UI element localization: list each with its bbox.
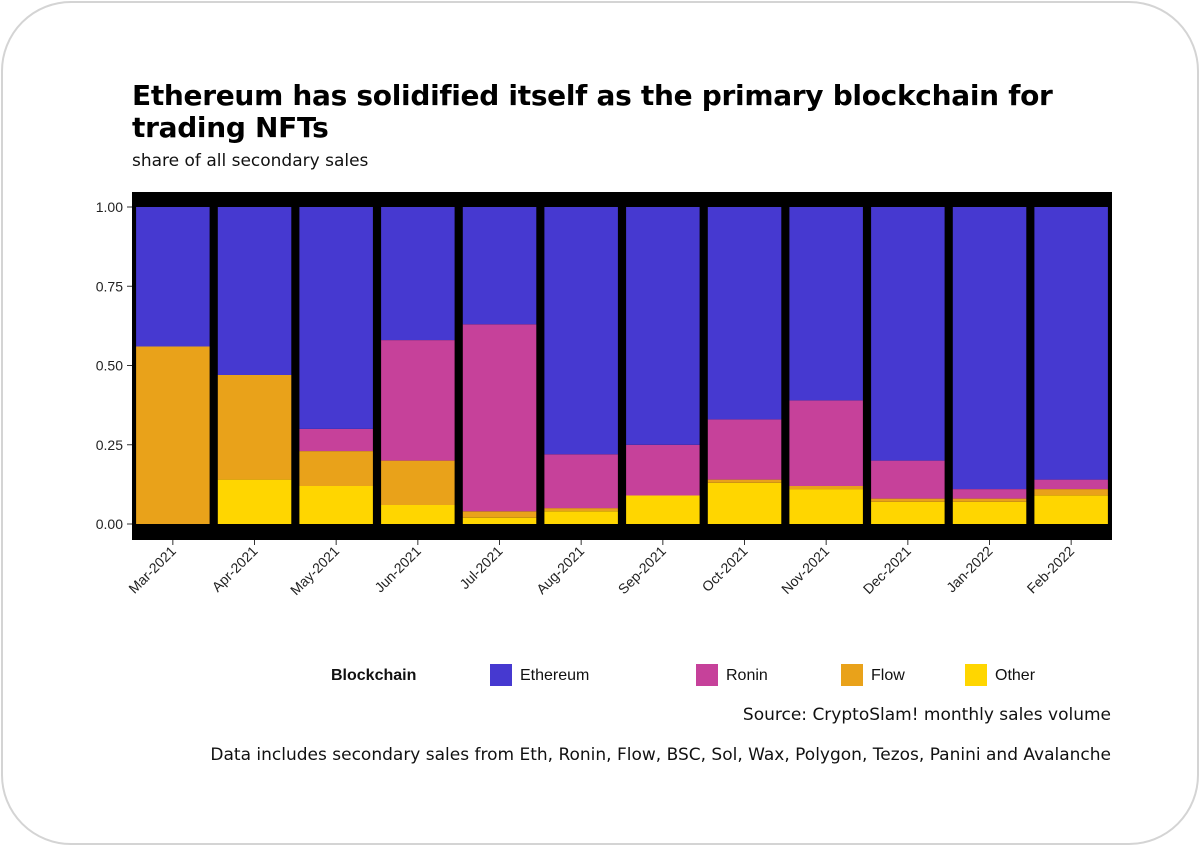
x-tick-label: Jan-2022	[943, 543, 996, 596]
x-tick-label: Jun-2021	[371, 543, 424, 596]
bar-flow-jul-2021	[462, 511, 537, 518]
legend-swatch-ethereum	[490, 664, 512, 686]
bar-flow-mar-2021	[136, 346, 210, 524]
bar-ronin-jun-2021	[381, 340, 455, 461]
bar-flow-may-2021	[299, 451, 373, 486]
bar-ethereum-jul-2021	[462, 207, 537, 325]
x-tick-label: Aug-2021	[533, 543, 587, 597]
bar-flow-feb-2022	[1034, 489, 1108, 496]
bar-other-may-2021	[299, 486, 373, 524]
bar-other-nov-2021	[789, 489, 863, 524]
x-tick-label: Dec-2021	[860, 543, 914, 597]
y-tick-label: 0.00	[96, 516, 123, 532]
bar-flow-aug-2021	[544, 508, 618, 512]
bar-other-jan-2022	[952, 501, 1027, 524]
legend-swatch-ronin	[696, 664, 718, 686]
bar-ethereum-jun-2021	[381, 207, 455, 341]
bar-ronin-sep-2021	[626, 444, 700, 496]
bar-ethereum-jan-2022	[952, 207, 1027, 490]
bar-ronin-jan-2022	[952, 489, 1027, 499]
x-tick-label: Oct-2021	[699, 543, 751, 595]
bar-other-aug-2021	[544, 511, 618, 524]
bar-other-feb-2022	[1034, 495, 1108, 524]
bars-layer	[136, 207, 1108, 524]
bar-other-apr-2021	[217, 479, 292, 524]
legend-swatch-flow	[841, 664, 863, 686]
bar-ronin-jul-2021	[462, 324, 537, 512]
chart-subtitle: share of all secondary sales	[132, 151, 369, 171]
bar-ethereum-sep-2021	[626, 207, 700, 445]
bar-ronin-dec-2021	[871, 460, 945, 499]
bar-ethereum-mar-2021	[136, 207, 210, 347]
bar-flow-dec-2021	[871, 498, 945, 502]
bar-other-sep-2021	[626, 495, 700, 524]
y-tick-label: 0.50	[96, 358, 123, 374]
bar-ethereum-apr-2021	[217, 207, 292, 375]
bar-ronin-may-2021	[299, 428, 373, 452]
bar-flow-jan-2022	[952, 498, 1027, 502]
bar-other-dec-2021	[871, 501, 945, 524]
legend-label-flow: Flow	[871, 667, 905, 684]
bar-flow-jun-2021	[381, 460, 455, 505]
x-tick-label: Sep-2021	[615, 543, 669, 597]
legend-title: Blockchain	[331, 667, 417, 684]
bar-ethereum-nov-2021	[789, 207, 863, 401]
legend-label-ronin: Ronin	[726, 667, 768, 684]
bar-flow-nov-2021	[789, 486, 863, 490]
bar-ronin-nov-2021	[789, 400, 863, 486]
bar-ethereum-oct-2021	[707, 207, 782, 420]
x-axis: Mar-2021 Apr-2021 May-2021 Jun-2021 Jul-2021…	[125, 540, 1077, 598]
x-tick-label: Apr-2021	[209, 543, 261, 595]
bar-ronin-aug-2021	[544, 454, 618, 509]
plot-panel	[132, 192, 1112, 540]
bar-other-oct-2021	[707, 482, 782, 524]
bar-other-jun-2021	[381, 505, 455, 524]
x-tick-label: Mar-2021	[125, 543, 179, 597]
bar-ronin-oct-2021	[707, 419, 782, 480]
bar-ethereum-feb-2022	[1034, 207, 1108, 480]
y-tick-label: 1.00	[96, 199, 123, 215]
bar-flow-apr-2021	[217, 375, 292, 480]
legend: Blockchain Ethereum Ronin Flow Other	[0, 662, 1200, 690]
bar-ethereum-may-2021	[299, 207, 373, 429]
legend-swatch-other	[965, 664, 987, 686]
y-tick-label: 0.25	[96, 437, 123, 453]
bar-flow-oct-2021	[707, 479, 782, 483]
y-axis: 0.00 0.25 0.50 0.75 1.00	[96, 199, 132, 532]
bar-ronin-feb-2022	[1034, 479, 1108, 490]
bar-other-jul-2021	[462, 517, 537, 524]
chart-title: Ethereum has solidified itself as the pr…	[132, 79, 1053, 144]
legend-label-ethereum: Ethereum	[520, 667, 590, 684]
x-tick-label: May-2021	[287, 543, 342, 598]
y-tick-label: 0.75	[96, 278, 123, 294]
data-note-caption: Data includes secondary sales from Eth, …	[210, 745, 1111, 765]
source-caption: Source: CryptoSlam! monthly sales volume	[742, 705, 1111, 725]
legend-label-other: Other	[995, 667, 1036, 684]
x-tick-label: Feb-2022	[1024, 543, 1078, 597]
x-tick-label: Nov-2021	[778, 543, 832, 597]
bar-ethereum-aug-2021	[544, 207, 618, 455]
bar-ethereum-dec-2021	[871, 207, 945, 461]
x-tick-label: Jul-2021	[456, 543, 505, 592]
